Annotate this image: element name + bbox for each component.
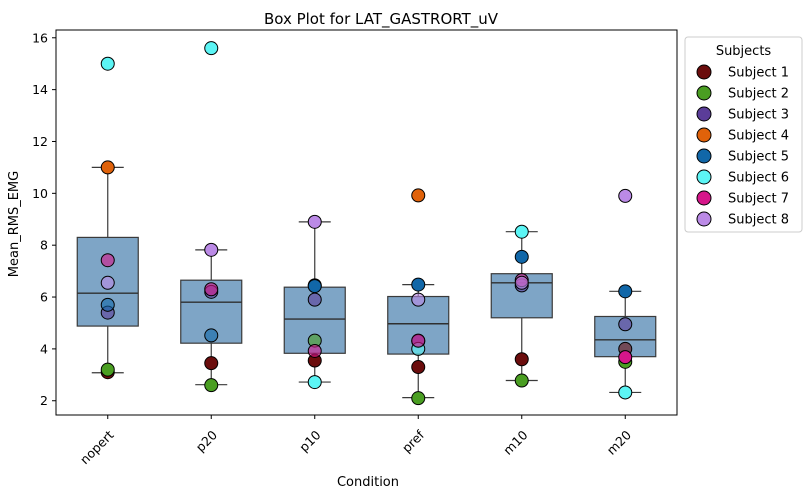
- data-point: [100, 297, 115, 312]
- y-tick-label: 6: [40, 290, 48, 305]
- data-point: [618, 385, 633, 400]
- data-point: [411, 188, 426, 203]
- x-tick-label: m10: [500, 427, 530, 457]
- y-tick-label: 4: [40, 341, 48, 356]
- data-point: [514, 352, 529, 367]
- y-tick-label: 12: [32, 134, 48, 149]
- data-point: [100, 56, 115, 71]
- data-point: [204, 378, 219, 393]
- x-tick-label: pref: [399, 427, 428, 456]
- y-tick-label: 10: [32, 186, 48, 201]
- data-point: [307, 279, 322, 294]
- data-point: [618, 284, 633, 299]
- legend-marker: [696, 127, 712, 143]
- data-point: [514, 275, 529, 290]
- x-tick-label: p10: [296, 427, 323, 454]
- data-point: [411, 360, 426, 375]
- data-point: [100, 362, 115, 377]
- chart-title: Box Plot for LAT_GASTRORT_uV: [264, 10, 499, 29]
- data-point: [100, 275, 115, 290]
- legend-marker: [696, 169, 712, 185]
- data-point: [411, 391, 426, 406]
- legend-marker: [696, 190, 712, 206]
- data-point: [307, 375, 322, 390]
- data-point: [618, 188, 633, 203]
- data-point: [204, 282, 219, 297]
- legend-title: Subjects: [716, 44, 772, 59]
- legend-label: Subject 4: [728, 129, 789, 144]
- legend-label: Subject 2: [728, 87, 789, 102]
- legend-label: Subject 3: [728, 108, 789, 123]
- plot-frame: [55, 29, 678, 416]
- data-point: [100, 160, 115, 175]
- data-point: [204, 242, 219, 257]
- y-tick-label: 8: [40, 238, 48, 253]
- data-point: [514, 224, 529, 239]
- data-point: [307, 214, 322, 229]
- x-tick-label: m20: [604, 427, 634, 457]
- data-point: [618, 317, 633, 332]
- legend-label: Subject 1: [728, 66, 789, 81]
- y-axis-label: Mean_RMS_EMG: [7, 171, 22, 277]
- legend-label: Subject 6: [728, 171, 789, 186]
- legend-label: Subject 5: [728, 150, 789, 165]
- y-tick-label: 16: [32, 30, 48, 45]
- data-point: [204, 356, 219, 371]
- legend-label: Subject 8: [728, 213, 789, 228]
- data-point: [514, 249, 529, 264]
- data-point: [411, 333, 426, 348]
- data-point: [100, 253, 115, 268]
- legend-label: Subject 7: [728, 192, 789, 207]
- box-nopert: [76, 166, 139, 374]
- data-point: [411, 277, 426, 292]
- data-point: [411, 292, 426, 307]
- y-tick-label: 14: [32, 82, 48, 97]
- x-tick-label: p20: [193, 427, 220, 454]
- data-point: [514, 373, 529, 388]
- legend-box: [684, 36, 803, 233]
- data-point: [307, 343, 322, 358]
- legend-marker: [696, 148, 712, 164]
- legend-marker: [696, 64, 712, 80]
- data-point: [618, 350, 633, 365]
- legend-marker: [696, 106, 712, 122]
- x-axis-label: Condition: [337, 475, 399, 490]
- data-point: [204, 41, 219, 56]
- data-point: [307, 292, 322, 307]
- legend-marker: [696, 211, 712, 227]
- y-tick-label: 2: [40, 393, 48, 408]
- legend-marker: [696, 85, 712, 101]
- x-tick-label: nopert: [77, 427, 117, 467]
- data-point: [204, 328, 219, 343]
